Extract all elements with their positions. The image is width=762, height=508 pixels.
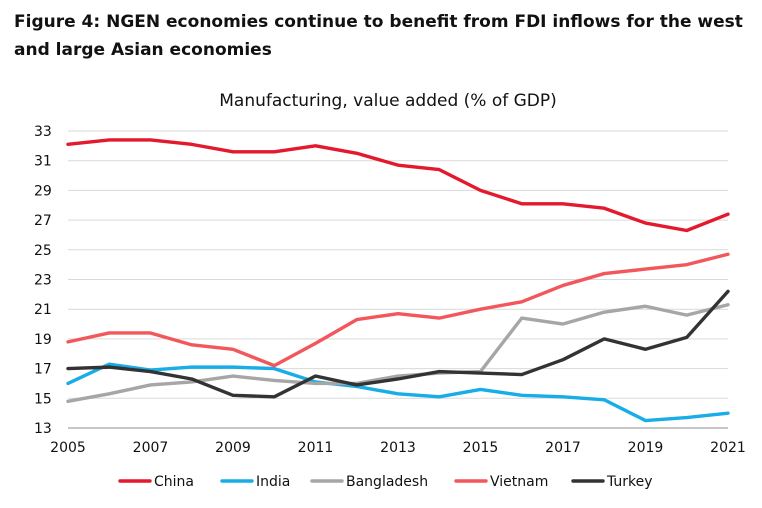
y-tick-label: 23 (34, 273, 52, 289)
series-line-india (66, 362, 730, 423)
series-line-vietnam (66, 252, 730, 368)
y-tick-label: 19 (34, 332, 52, 348)
y-tick-label: 13 (34, 421, 52, 437)
y-tick-label: 31 (34, 154, 52, 170)
legend-item-india: India (220, 474, 290, 490)
legend-item-china: China (118, 474, 194, 490)
y-tick-label: 15 (34, 391, 52, 407)
legend-item-vietnam: Vietnam (454, 474, 548, 490)
series-line-turkey (66, 289, 730, 399)
chart-title: Manufacturing, value added (% of GDP) (219, 91, 557, 111)
x-tick-label: 2007 (133, 440, 169, 456)
x-tick-label: 2009 (215, 440, 251, 456)
series-line-china (66, 138, 730, 233)
legend-label: India (256, 474, 290, 490)
legend-label: Bangladesh (346, 474, 428, 490)
legend-item-turkey: Turkey (571, 474, 653, 490)
y-tick-label: 17 (34, 362, 52, 378)
axes: 33 31 29 27 25 23 21 19 17 15 13 2005 2007 2009 2011 20… (34, 124, 746, 456)
y-tick-label: 21 (34, 302, 52, 318)
x-tick-label: 2019 (628, 440, 664, 456)
x-tick-label: 2017 (545, 440, 581, 456)
series-lines (66, 138, 730, 423)
series-line-bangladesh (66, 303, 730, 403)
legend-label: China (154, 474, 194, 490)
x-tick-label: 2015 (463, 440, 499, 456)
x-tick-label: 2005 (50, 440, 86, 456)
legend-label: Vietnam (490, 474, 548, 490)
x-tick-label: 2021 (710, 440, 746, 456)
legend-item-bangladesh: Bangladesh (310, 474, 428, 490)
x-tick-label: 2011 (298, 440, 334, 456)
y-tick-label: 33 (34, 124, 52, 140)
figure-title: Figure 4: NGEN economies continue to ben… (14, 12, 743, 60)
y-tick-label: 25 (34, 243, 52, 259)
y-tick-label: 29 (34, 183, 52, 199)
x-tick-label: 2013 (380, 440, 416, 456)
y-tick-label: 27 (34, 213, 52, 229)
legend-label: Turkey (606, 474, 653, 490)
legend: China India Bangladesh Vietnam Turkey (118, 474, 653, 490)
